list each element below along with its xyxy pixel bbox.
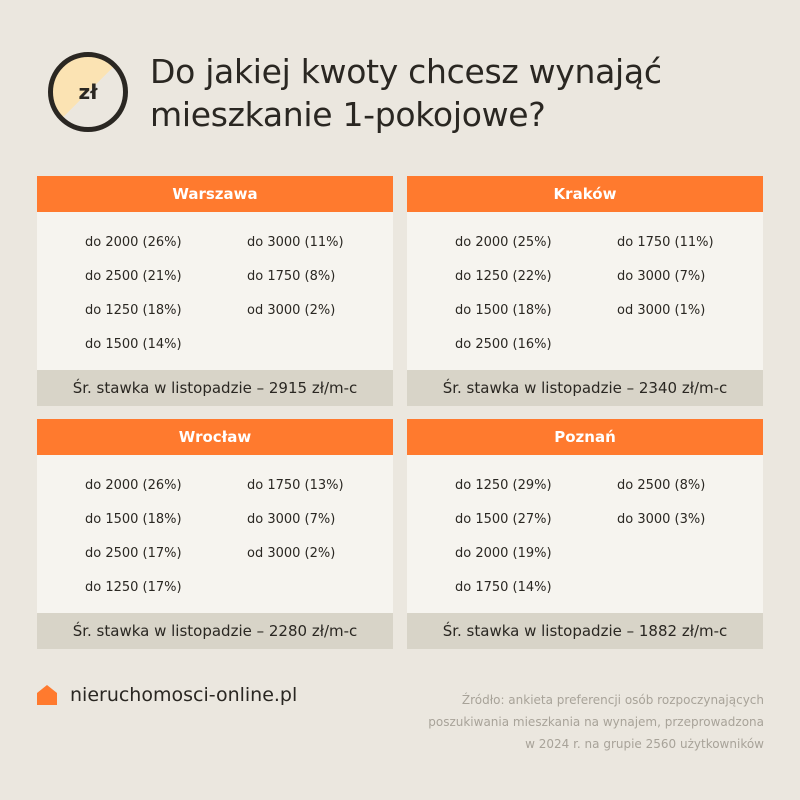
- stat-item: [247, 336, 409, 370]
- average-rate: Śr. stawka w listopadzie – 1882 zł/m-c: [407, 613, 763, 649]
- stat-item: do 1500 (27%): [455, 512, 552, 527]
- stat-item: [617, 579, 779, 613]
- stat-item: do 2000 (25%): [455, 235, 552, 250]
- stats-list: do 1250 (29%) do 1500 (27%) do 2000 (19%…: [407, 455, 763, 613]
- stat-item: [617, 336, 779, 370]
- stat-item: do 3000 (3%): [617, 512, 706, 527]
- city-name: Wrocław: [37, 419, 393, 455]
- stat-item: do 2000 (26%): [85, 235, 182, 250]
- stat-item: do 2000 (19%): [455, 546, 552, 561]
- stat-item: do 1750 (8%): [247, 269, 336, 284]
- stat-item: do 3000 (7%): [617, 269, 706, 284]
- zloty-badge-icon: zł: [48, 52, 128, 132]
- stats-list: do 2000 (26%) do 1500 (18%) do 2500 (17%…: [37, 455, 393, 613]
- stat-item: do 1250 (22%): [455, 269, 552, 284]
- city-card-krakow: Kraków do 2000 (25%) do 1250 (22%) do 15…: [407, 176, 763, 406]
- average-rate: Śr. stawka w listopadzie – 2340 zł/m-c: [407, 370, 763, 406]
- source-note: Źródło: ankieta preferencji osób rozpocz…: [384, 689, 764, 755]
- stat-item: do 2500 (16%): [455, 337, 552, 352]
- header: zł Do jakiej kwoty chcesz wynająć mieszk…: [48, 50, 768, 140]
- stat-item: od 3000 (2%): [247, 303, 336, 318]
- source-line: Źródło: ankieta preferencji osób rozpocz…: [461, 693, 764, 707]
- stat-item: do 1250 (18%): [85, 303, 182, 318]
- stat-item: do 3000 (11%): [247, 235, 344, 250]
- brand-link[interactable]: nieruchomosci-online.pl: [36, 684, 297, 706]
- stat-item: do 2500 (17%): [85, 546, 182, 561]
- stat-item: do 2000 (26%): [85, 478, 182, 493]
- source-line: w 2024 r. na grupie 2560 użytkowników: [525, 737, 764, 751]
- stat-item: do 1250 (17%): [85, 580, 182, 595]
- brand-name: nieruchomosci-online.pl: [70, 684, 298, 706]
- page-title: Do jakiej kwoty chcesz wynająć mieszkani…: [150, 52, 662, 134]
- stat-item: [617, 545, 779, 579]
- city-card-poznan: Poznań do 1250 (29%) do 1500 (27%) do 20…: [407, 419, 763, 649]
- stat-item: do 1750 (13%): [247, 478, 344, 493]
- stat-item: do 2500 (8%): [617, 478, 706, 493]
- house-icon: [37, 685, 57, 705]
- badge-label: zł: [78, 80, 98, 104]
- stats-list: do 2000 (25%) do 1250 (22%) do 1500 (18%…: [407, 212, 763, 370]
- city-card-warszawa: Warszawa do 2000 (26%) do 2500 (21%) do …: [37, 176, 393, 406]
- stat-item: do 1500 (14%): [85, 337, 182, 352]
- stats-list: do 2000 (26%) do 2500 (21%) do 1250 (18%…: [37, 212, 393, 370]
- stat-item: do 1250 (29%): [455, 478, 552, 493]
- stat-item: do 2500 (21%): [85, 269, 182, 284]
- stat-item: do 1500 (18%): [85, 512, 182, 527]
- stat-item: od 3000 (1%): [617, 303, 706, 318]
- city-name: Kraków: [407, 176, 763, 212]
- stat-item: do 3000 (7%): [247, 512, 336, 527]
- stat-item: do 1750 (11%): [617, 235, 714, 250]
- average-rate: Śr. stawka w listopadzie – 2280 zł/m-c: [37, 613, 393, 649]
- stat-item: od 3000 (2%): [247, 546, 336, 561]
- stat-item: [247, 579, 409, 613]
- stat-item: do 1500 (18%): [455, 303, 552, 318]
- average-rate: Śr. stawka w listopadzie – 2915 zł/m-c: [37, 370, 393, 406]
- stat-item: do 1750 (14%): [455, 580, 552, 595]
- city-card-wroclaw: Wrocław do 2000 (26%) do 1500 (18%) do 2…: [37, 419, 393, 649]
- city-name: Warszawa: [37, 176, 393, 212]
- city-name: Poznań: [407, 419, 763, 455]
- source-line: poszukiwania mieszkania na wynajem, prze…: [428, 715, 764, 729]
